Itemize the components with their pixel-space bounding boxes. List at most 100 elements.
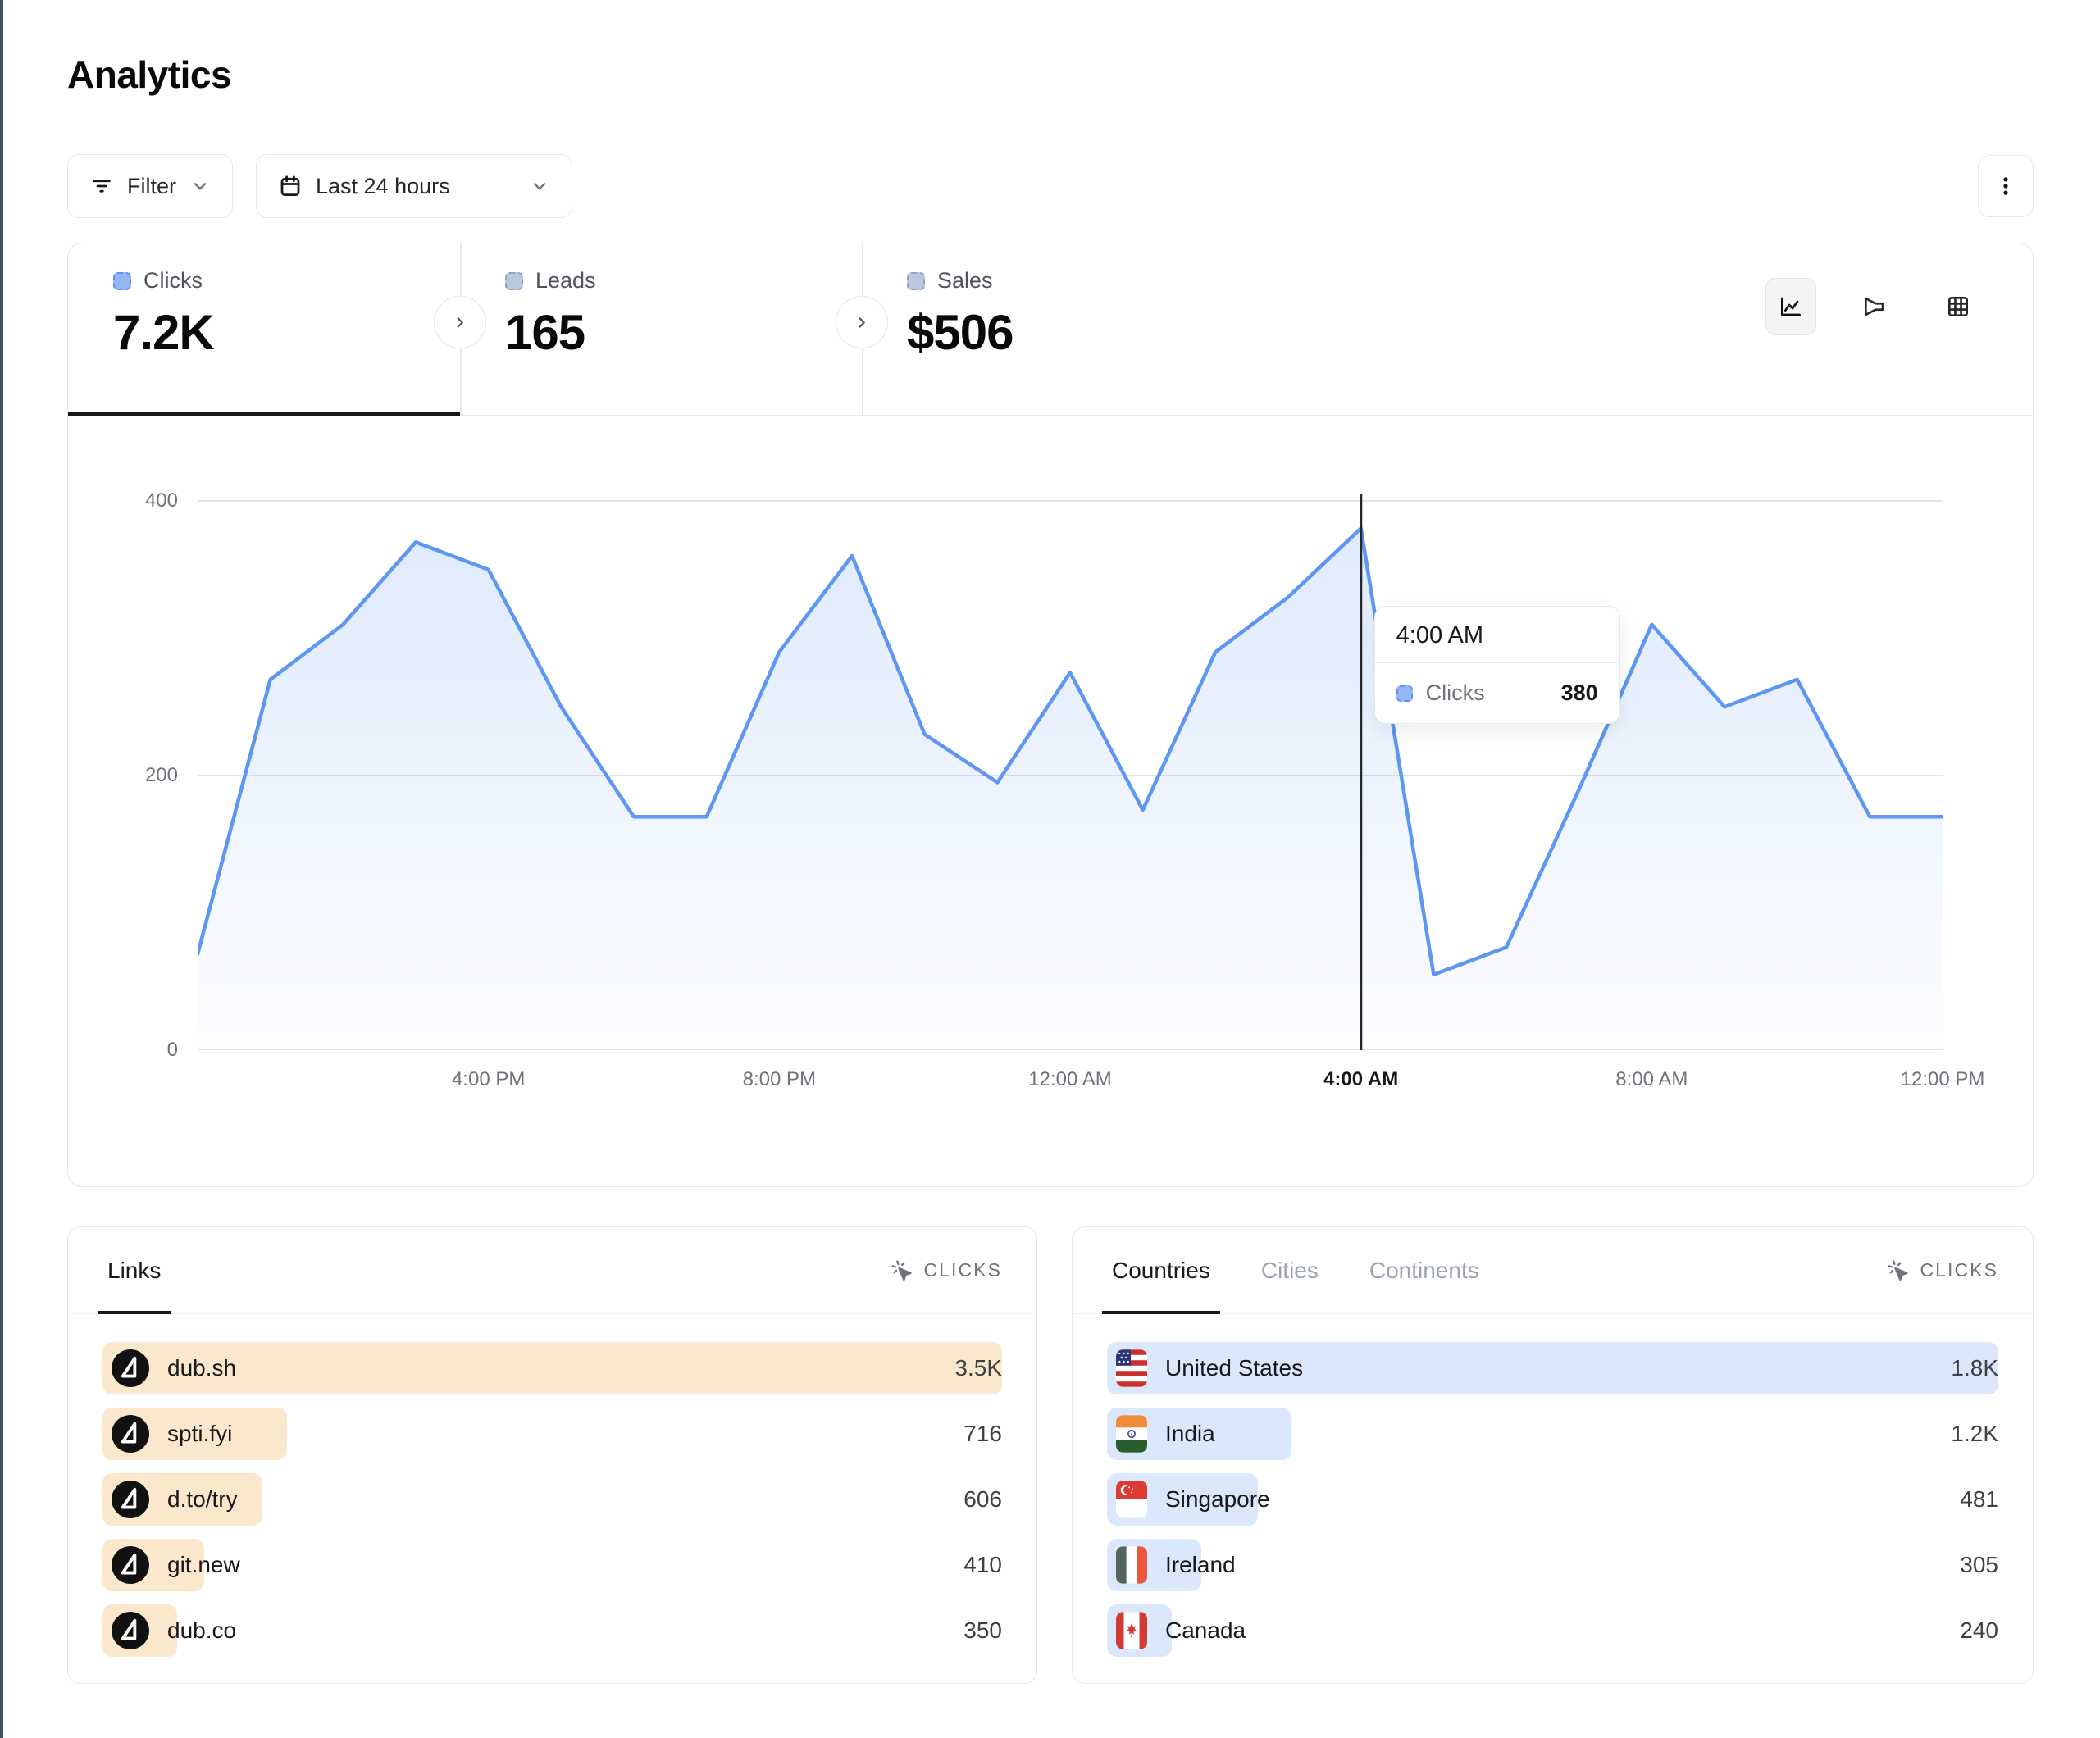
filter-lines-icon: [93, 180, 111, 193]
stat-tab-sales[interactable]: Sales $506: [862, 243, 1255, 415]
line-chart-icon: [1781, 297, 1801, 316]
stat-value: 165: [505, 305, 585, 360]
row-value: 3.5K: [954, 1355, 1002, 1381]
table-row[interactable]: git.new 410: [102, 1539, 1002, 1591]
cursor-click-icon: [891, 1259, 913, 1281]
tab-countries[interactable]: Countries: [1102, 1227, 1220, 1314]
date-range-label: Last 24 hours: [316, 173, 450, 198]
chart-toggle-table-grid[interactable]: [1933, 278, 1984, 335]
date-range-button[interactable]: Last 24 hours: [256, 154, 572, 218]
flag-united-states: [1116, 1349, 1147, 1387]
dub-logo: [112, 1612, 149, 1649]
filter-button[interactable]: Filter: [67, 154, 233, 218]
cursor-click-icon: [891, 1259, 913, 1282]
flag-ireland: [1116, 1546, 1147, 1584]
chart-toggle-line-chart[interactable]: [1765, 278, 1816, 335]
links-list: dub.sh 3.5K spti.fyi 716 d.to/try 606 git.new 4…: [68, 1314, 1036, 1683]
row-label: spti.fyi: [167, 1421, 233, 1446]
chart-toggle-funnel-chart[interactable]: [1849, 278, 1900, 335]
chevron-down-icon: [194, 183, 207, 190]
clicks-series-line: [198, 526, 1943, 977]
table-row[interactable]: India 1.2K: [1107, 1408, 1998, 1460]
row-label: dub.co: [167, 1617, 237, 1643]
row-value: 305: [1960, 1552, 1998, 1577]
stat-tab-clicks[interactable]: Clicks 7.2K: [68, 243, 460, 416]
countries-list: United States 1.8K India 1.2K Singapore 481 Ir…: [1073, 1314, 2033, 1683]
tooltip-time: 4:00 AM: [1374, 607, 1619, 663]
table-row[interactable]: spti.fyi 716: [102, 1408, 1002, 1460]
sales-legend-swatch: [907, 271, 925, 290]
chart-plot-area[interactable]: 4:00 AM Clicks 380 0 200 400: [145, 460, 1943, 1061]
stat-label: Sales: [937, 268, 993, 293]
row-value: 481: [1960, 1486, 1998, 1512]
row-label: India: [1165, 1421, 1215, 1446]
flag-canada: [1116, 1612, 1147, 1649]
window-edge-strip: [0, 0, 3, 1738]
bottom-panels: Links CLICKS dub.sh 3.5K spti.fyi 716 d.to/t…: [67, 1226, 2034, 1684]
chart-x-axis: 4:00 PM 8:00 PM 12:00 AM 4:00 AM 8:00 AM 12:0…: [198, 1068, 1984, 1101]
row-bar: [102, 1342, 1002, 1394]
row-label: git.new: [167, 1552, 240, 1577]
area-chart-svg: [198, 494, 1943, 1050]
row-value: 240: [1960, 1617, 1998, 1643]
row-label: d.to/try: [167, 1486, 238, 1512]
dub-logo: [112, 1415, 149, 1453]
page-title: Analytics: [67, 53, 232, 96]
leads-legend-swatch: [505, 271, 523, 290]
metric-label: CLICKS: [923, 1259, 1002, 1281]
calendar-icon: [280, 175, 300, 196]
expand-sales-button[interactable]: [836, 296, 888, 348]
kebab-menu-icon: [2003, 177, 2008, 195]
links-panel: Links CLICKS dub.sh 3.5K spti.fyi 716 d.to/t…: [67, 1226, 1037, 1684]
x-axis-tick: 8:00 PM: [742, 1068, 817, 1090]
clicks-legend-swatch: [113, 271, 131, 290]
cursor-click-icon: [1888, 1259, 1909, 1281]
tab-links[interactable]: Links: [97, 1227, 171, 1314]
tooltip-series-label: Clicks: [1425, 680, 1485, 705]
funnel-chart-icon: [1865, 297, 1884, 316]
tooltip-value: 380: [1560, 680, 1598, 705]
cursor-click-icon: [1887, 1259, 1910, 1282]
x-axis-tick: 4:00 AM: [1323, 1068, 1399, 1090]
table-row[interactable]: Singapore 481: [1107, 1473, 1998, 1526]
x-axis-tick: 12:00 AM: [1028, 1068, 1112, 1090]
row-value: 716: [963, 1421, 1002, 1446]
tab-continents[interactable]: Continents: [1364, 1227, 1484, 1313]
row-value: 606: [963, 1486, 1002, 1512]
geo-tabs: Countries Cities Continents: [1102, 1227, 1484, 1314]
table-row[interactable]: Canada 240: [1107, 1604, 1998, 1657]
row-value: 410: [963, 1552, 1002, 1577]
more-options-button[interactable]: [1978, 155, 2034, 217]
row-label: United States: [1165, 1355, 1304, 1381]
stat-tab-leads[interactable]: Leads 165: [460, 243, 862, 415]
links-metric-selector[interactable]: CLICKS: [891, 1259, 1002, 1282]
tab-cities[interactable]: Cities: [1256, 1227, 1323, 1313]
tooltip-series-swatch: [1396, 685, 1413, 702]
row-label: Ireland: [1165, 1552, 1236, 1577]
x-axis-tick: 12:00 PM: [1900, 1068, 1985, 1090]
dub-logo: [112, 1546, 149, 1584]
y-axis-tick: 400: [144, 489, 178, 512]
row-label: Canada: [1165, 1617, 1246, 1643]
metric-label: CLICKS: [1920, 1259, 1998, 1281]
stat-value: $506: [907, 305, 1014, 360]
flag-singapore: [1116, 1481, 1147, 1518]
table-row[interactable]: dub.co 350: [102, 1604, 1002, 1657]
row-value: 350: [963, 1617, 1002, 1643]
geo-metric-selector[interactable]: CLICKS: [1887, 1259, 1998, 1282]
row-bar: [1107, 1342, 1998, 1394]
table-row[interactable]: Ireland 305: [1107, 1539, 1998, 1591]
dub-logo: [112, 1481, 149, 1518]
analytics-card: Clicks 7.2K Leads 165 Sales $506: [67, 243, 2034, 1187]
y-axis-tick: 0: [166, 1039, 178, 1061]
row-label: Singapore: [1165, 1486, 1270, 1512]
table-row[interactable]: d.to/try 606: [102, 1473, 1002, 1526]
chart-type-toggles: [1765, 278, 1984, 335]
expand-leads-button[interactable]: [434, 296, 486, 348]
table-row[interactable]: United States 1.8K: [1107, 1342, 1998, 1394]
table-row[interactable]: dub.sh 3.5K: [102, 1342, 1002, 1394]
stat-label: Leads: [535, 268, 596, 293]
chevron-right-icon: [457, 317, 463, 328]
chart-tooltip: 4:00 AM Clicks 380: [1373, 606, 1620, 724]
